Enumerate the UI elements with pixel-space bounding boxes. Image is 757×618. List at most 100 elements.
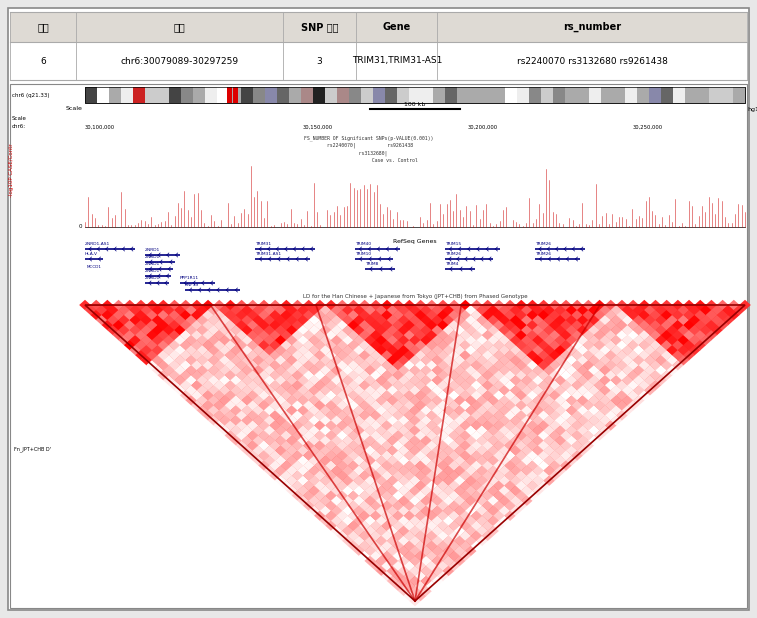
Polygon shape <box>415 581 426 591</box>
Polygon shape <box>437 380 449 391</box>
Polygon shape <box>638 390 650 400</box>
Polygon shape <box>678 315 690 325</box>
Polygon shape <box>342 385 354 396</box>
Polygon shape <box>336 480 348 491</box>
Polygon shape <box>392 520 404 531</box>
Polygon shape <box>628 340 639 350</box>
Polygon shape <box>298 395 309 405</box>
Polygon shape <box>225 420 236 431</box>
Polygon shape <box>488 305 499 315</box>
Polygon shape <box>359 350 370 360</box>
Polygon shape <box>347 451 360 461</box>
Polygon shape <box>359 410 370 421</box>
Polygon shape <box>403 440 416 451</box>
Polygon shape <box>263 335 276 345</box>
Polygon shape <box>471 300 482 310</box>
Polygon shape <box>482 360 494 370</box>
Polygon shape <box>431 536 443 546</box>
Polygon shape <box>537 310 550 320</box>
Polygon shape <box>152 345 164 355</box>
Polygon shape <box>621 405 634 415</box>
Polygon shape <box>253 425 264 436</box>
Polygon shape <box>359 340 370 350</box>
Text: TRIM31: TRIM31 <box>255 242 271 246</box>
Polygon shape <box>560 300 572 310</box>
Polygon shape <box>219 375 231 386</box>
Polygon shape <box>728 300 740 310</box>
Polygon shape <box>488 345 499 355</box>
Polygon shape <box>342 435 354 446</box>
Polygon shape <box>359 440 370 451</box>
Polygon shape <box>420 415 432 426</box>
Polygon shape <box>583 380 594 391</box>
Polygon shape <box>298 425 309 436</box>
Polygon shape <box>482 350 494 360</box>
Polygon shape <box>510 405 522 415</box>
Polygon shape <box>331 425 342 436</box>
Polygon shape <box>465 446 477 455</box>
Polygon shape <box>527 340 538 350</box>
Polygon shape <box>382 470 393 481</box>
Polygon shape <box>309 325 320 336</box>
Polygon shape <box>527 410 538 421</box>
Polygon shape <box>241 395 253 405</box>
Polygon shape <box>253 405 264 415</box>
Polygon shape <box>644 345 656 355</box>
Polygon shape <box>443 305 454 315</box>
Polygon shape <box>387 415 398 426</box>
Polygon shape <box>549 370 561 381</box>
Polygon shape <box>392 390 404 400</box>
Polygon shape <box>577 355 589 365</box>
Polygon shape <box>415 320 426 330</box>
Polygon shape <box>230 345 241 355</box>
Polygon shape <box>443 425 454 436</box>
Polygon shape <box>392 350 404 360</box>
Polygon shape <box>476 536 488 546</box>
Polygon shape <box>364 515 376 526</box>
Polygon shape <box>471 360 482 370</box>
Polygon shape <box>392 570 404 581</box>
Polygon shape <box>326 370 337 381</box>
Polygon shape <box>185 335 197 345</box>
Polygon shape <box>616 320 628 330</box>
Polygon shape <box>527 420 538 431</box>
Polygon shape <box>426 300 438 310</box>
Polygon shape <box>258 360 269 370</box>
Polygon shape <box>572 400 583 410</box>
Polygon shape <box>611 415 622 426</box>
Polygon shape <box>359 541 370 551</box>
Polygon shape <box>364 385 376 396</box>
Polygon shape <box>656 355 667 365</box>
Polygon shape <box>191 390 203 400</box>
Polygon shape <box>298 345 309 355</box>
Polygon shape <box>281 310 292 320</box>
Polygon shape <box>202 330 214 341</box>
Polygon shape <box>281 480 292 491</box>
Polygon shape <box>375 335 388 345</box>
Polygon shape <box>510 465 522 476</box>
Polygon shape <box>298 355 309 365</box>
Polygon shape <box>331 435 342 446</box>
Polygon shape <box>364 375 376 386</box>
Polygon shape <box>437 551 449 561</box>
Polygon shape <box>549 420 561 431</box>
Polygon shape <box>633 395 644 405</box>
Polygon shape <box>253 305 264 315</box>
Polygon shape <box>124 300 136 310</box>
Polygon shape <box>298 485 309 496</box>
Polygon shape <box>499 415 510 426</box>
Polygon shape <box>146 330 158 341</box>
Polygon shape <box>499 425 510 436</box>
Polygon shape <box>459 501 471 511</box>
Polygon shape <box>370 460 382 471</box>
Polygon shape <box>213 310 225 320</box>
Polygon shape <box>499 496 510 506</box>
Polygon shape <box>347 310 360 320</box>
Polygon shape <box>247 370 259 381</box>
Polygon shape <box>415 510 426 521</box>
Polygon shape <box>364 435 376 446</box>
Polygon shape <box>241 305 253 315</box>
Polygon shape <box>258 320 269 330</box>
Polygon shape <box>521 425 533 436</box>
Polygon shape <box>303 310 315 320</box>
